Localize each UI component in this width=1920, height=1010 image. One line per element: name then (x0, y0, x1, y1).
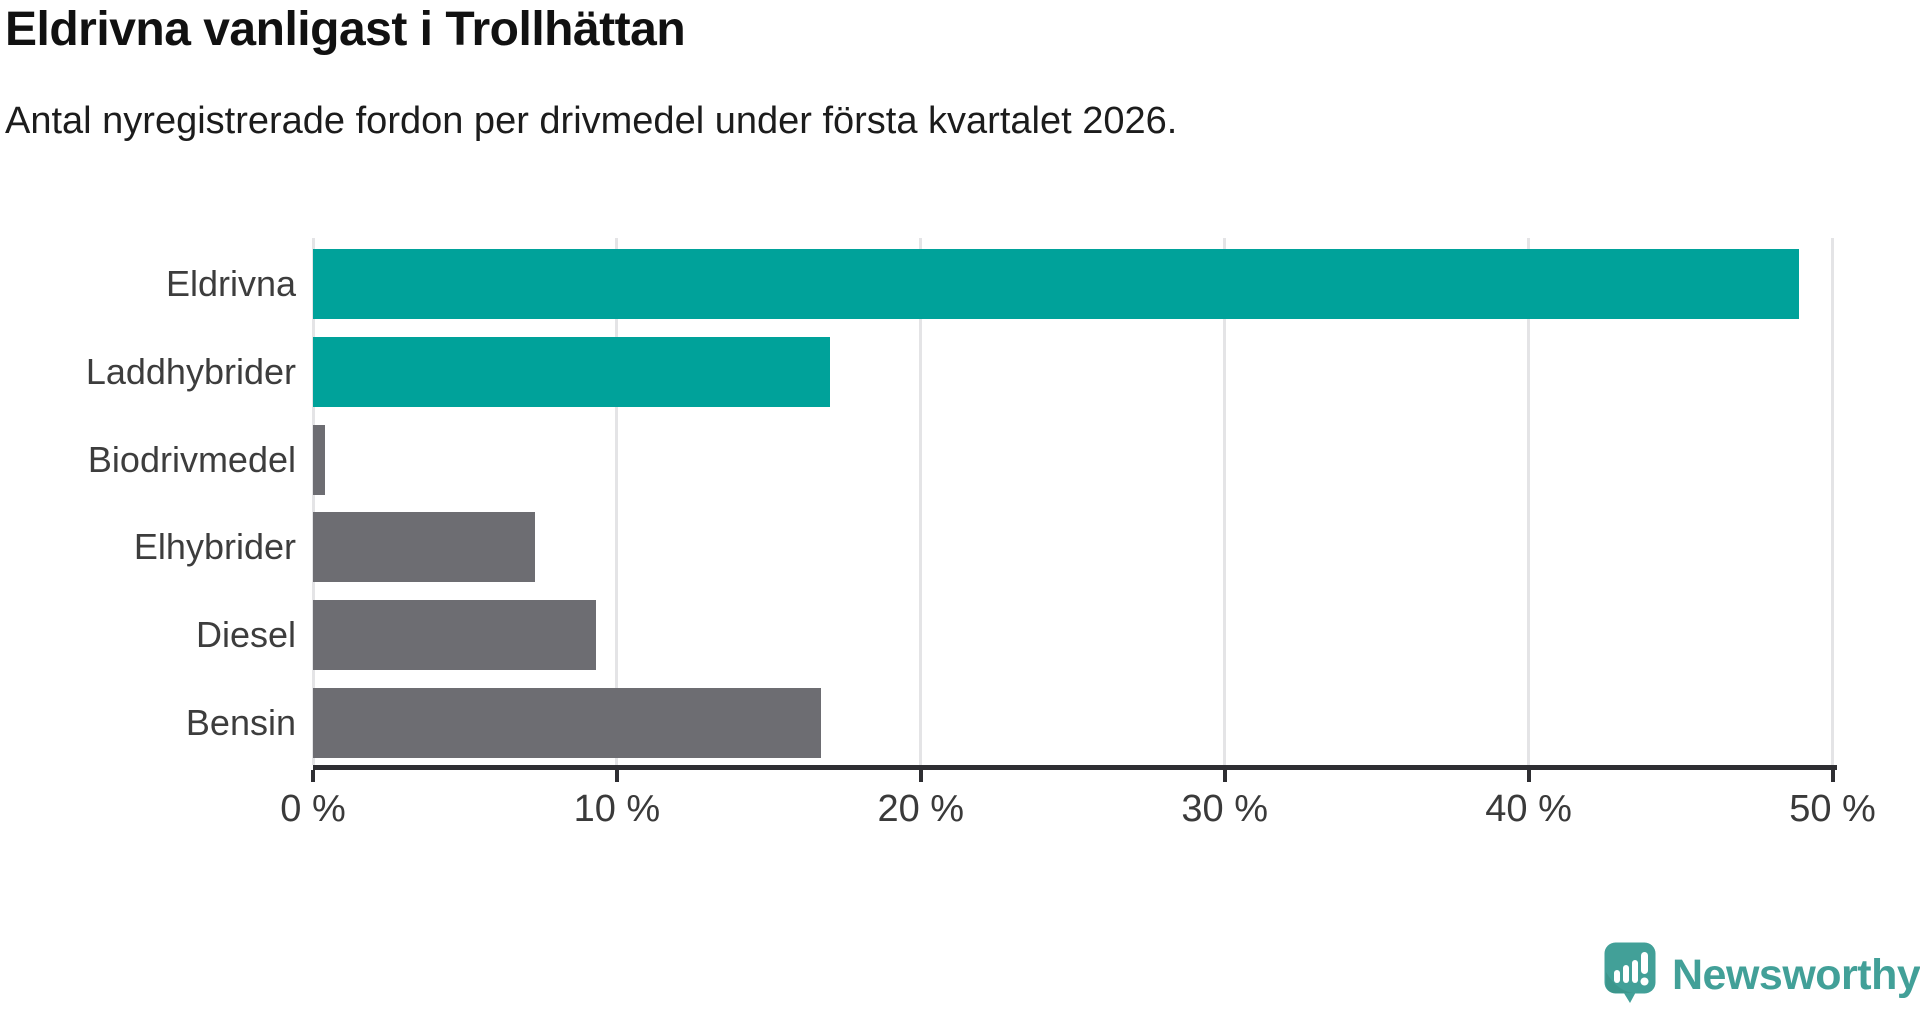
category-label-bensin: Bensin (185, 702, 296, 743)
category-label-biodrivmedel: Biodrivmedel (87, 438, 296, 480)
category-label-laddhybrider: Laddhybrider (85, 350, 296, 392)
bar-diesel (313, 600, 596, 671)
bar-elhybrider (313, 512, 535, 583)
bar-bensin (313, 688, 821, 758)
bar-eldrivna (313, 249, 1800, 319)
gridline-30 (1223, 238, 1227, 765)
x-tick-label-40: 40 % (1485, 788, 1572, 830)
x-axis-tick-0 (311, 770, 315, 782)
x-tick-label-50: 50 % (1789, 788, 1876, 830)
newsworthy-logo: Newsworthy (1604, 942, 1920, 1009)
category-label-diesel: Diesel (195, 614, 296, 656)
chart-subtitle: Antal nyregistrerade fordon per drivmede… (5, 100, 1178, 142)
x-tick-label-20: 20 % (877, 788, 965, 830)
x-tick-label-10: 10 % (573, 788, 661, 830)
x-axis-tick-50 (1830, 770, 1835, 782)
gridline-10 (615, 238, 619, 765)
gridline-20 (919, 238, 923, 765)
x-axis-line (313, 765, 1837, 770)
x-axis-tick-30 (1222, 770, 1227, 782)
gridline-0 (311, 238, 315, 765)
x-axis-tick-10 (614, 770, 619, 782)
category-label-elhybrider: Elhybrider (133, 526, 296, 568)
x-tick-label-0: 0 % (280, 788, 346, 830)
x-axis-tick-40 (1526, 770, 1531, 782)
newsworthy-logo-icon (1604, 942, 1656, 1009)
bar-biodrivmedel (313, 424, 326, 495)
bar-laddhybrider (313, 336, 830, 407)
gridline-40 (1527, 238, 1531, 765)
x-tick-label-30: 30 % (1181, 788, 1268, 830)
newsworthy-wordmark: Newsworthy (1672, 951, 1920, 999)
chart-title: Eldrivna vanligast i Trollhättan (5, 3, 686, 56)
gridline-50 (1831, 238, 1834, 765)
category-label-eldrivna: Eldrivna (165, 263, 296, 304)
x-axis-tick-20 (918, 770, 923, 782)
